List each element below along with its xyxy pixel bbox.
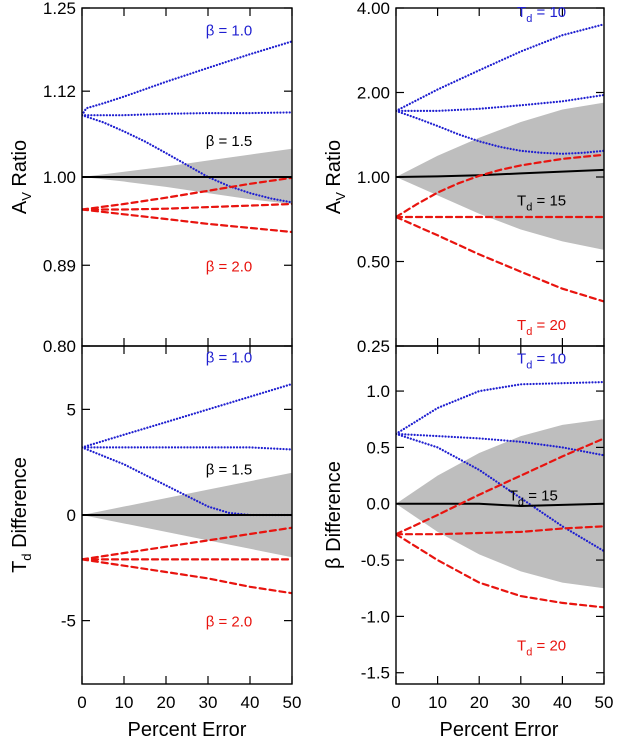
series-line-Td20-down — [396, 533, 604, 609]
y-tick-label: -1.5 — [361, 664, 390, 683]
annotation-label: β = 1.0 — [206, 350, 253, 367]
y-tick-label: 0.0 — [366, 495, 390, 514]
y-axis-label: β Difference — [323, 461, 345, 569]
x-tick-label: 50 — [283, 693, 302, 712]
series-line-beta2.0-down — [82, 558, 292, 595]
series-line-beta1.5-down — [82, 114, 292, 204]
p_top_right-panel: 0.25 0.50 1.00 2.00 4.00 AV Ratio Td = 10 Td = … — [323, 0, 605, 356]
series-line-Td20-down — [396, 215, 604, 303]
y-tick-label: -0.5 — [361, 551, 390, 570]
x-tick-label: 20 — [157, 693, 176, 712]
uncertainty-band — [396, 102, 604, 250]
x-tick-label: 30 — [199, 693, 218, 712]
y-tick-label: 4.00 — [357, 0, 390, 18]
plot-frame — [395, 345, 605, 685]
series-line-beta1.5-flat — [82, 111, 292, 117]
series-line-beta1.5-flat — [82, 446, 292, 451]
x-tick-label: 40 — [553, 693, 572, 712]
x-axis-label-right: Percent Error — [440, 719, 559, 741]
series-line-beta2.0-up — [82, 176, 292, 211]
series-line-Td10-down — [396, 432, 604, 553]
x-axis-label-left: Percent Error — [128, 719, 247, 741]
p_top_left-panel: 0.80 0.89 1.00 1.12 1.25 AV Ratio β = 1.0 β = 1… — [9, 0, 293, 356]
y-tick-label: 1.00 — [43, 168, 76, 187]
y-tick-label: 0.80 — [43, 337, 76, 356]
x-tick-label: 30 — [511, 693, 530, 712]
series-line-Td15 — [396, 168, 604, 178]
y-axis-label: AV Ratio — [323, 140, 348, 214]
annotation-label: Td = 10 — [517, 350, 566, 371]
series-line-beta2.0-up — [82, 526, 292, 561]
y-tick-label: 0 — [67, 506, 76, 525]
series-line-Td15 — [396, 502, 604, 508]
annotation-label: β = 2.0 — [206, 258, 253, 275]
series-line-Td10-up — [396, 381, 604, 435]
y-tick-label: 0.25 — [357, 337, 390, 356]
y-axis-label: AV Ratio — [9, 140, 34, 214]
y-tick-label: 2.00 — [357, 84, 390, 103]
annotation-label: β = 1.0 — [206, 23, 253, 40]
y-tick-label: -5 — [61, 612, 76, 631]
series-line-beta1.0 — [82, 40, 292, 117]
x-tick-label: 10 — [115, 693, 134, 712]
y-tick-label: 1.00 — [357, 168, 390, 187]
x-tick-label: 0 — [391, 693, 400, 712]
x-tick-label: 40 — [241, 693, 260, 712]
annotation-label: Td = 15 — [509, 488, 558, 509]
series-line-Td10-up — [396, 23, 604, 112]
annotation-label: β = 1.5 — [206, 133, 253, 150]
x-tick-label: 0 — [77, 693, 86, 712]
y-tick-label: 1.25 — [43, 0, 76, 18]
series-line-beta2.0-flat — [82, 202, 292, 211]
annotation-label: Td = 20 — [517, 317, 566, 338]
series-line-beta2.0-down — [82, 208, 292, 234]
y-axis-label: Td Difference — [9, 457, 34, 573]
y-tick-label: 0.50 — [357, 253, 390, 272]
x-tick-label: 50 — [595, 693, 614, 712]
annotation-label: Td = 10 — [517, 4, 566, 25]
y-tick-label: 0.5 — [366, 438, 390, 457]
annotation-label: Td = 20 — [517, 638, 566, 659]
annotation-label: Td = 15 — [517, 193, 566, 214]
y-tick-label: 1.0 — [366, 382, 390, 401]
y-tick-label: 1.12 — [43, 82, 76, 101]
x-tick-label: 20 — [470, 693, 489, 712]
series-line-Td10-down — [396, 109, 604, 155]
p_bottom_right-panel: -1.5 -1.0 -0.5 0.0 0.5 1.0 0 10 20 30 40 50 β Differ… — [323, 345, 614, 712]
y-tick-label: 0.89 — [43, 256, 76, 275]
annotation-label: β = 1.5 — [206, 462, 253, 479]
series-line-Td20-up — [396, 437, 604, 536]
y-tick-label: -1.0 — [361, 607, 390, 626]
series-line-Td10-mid — [396, 93, 604, 112]
x-tick-label: 10 — [428, 693, 447, 712]
series-line-Td10-mid — [396, 432, 604, 457]
y-tick-label: 5 — [67, 400, 76, 419]
annotation-label: β = 2.0 — [206, 614, 253, 631]
series-line-Td20-flat — [396, 525, 604, 536]
series-line-beta1.0 — [82, 382, 292, 449]
series-line-Td20-up — [396, 153, 604, 219]
